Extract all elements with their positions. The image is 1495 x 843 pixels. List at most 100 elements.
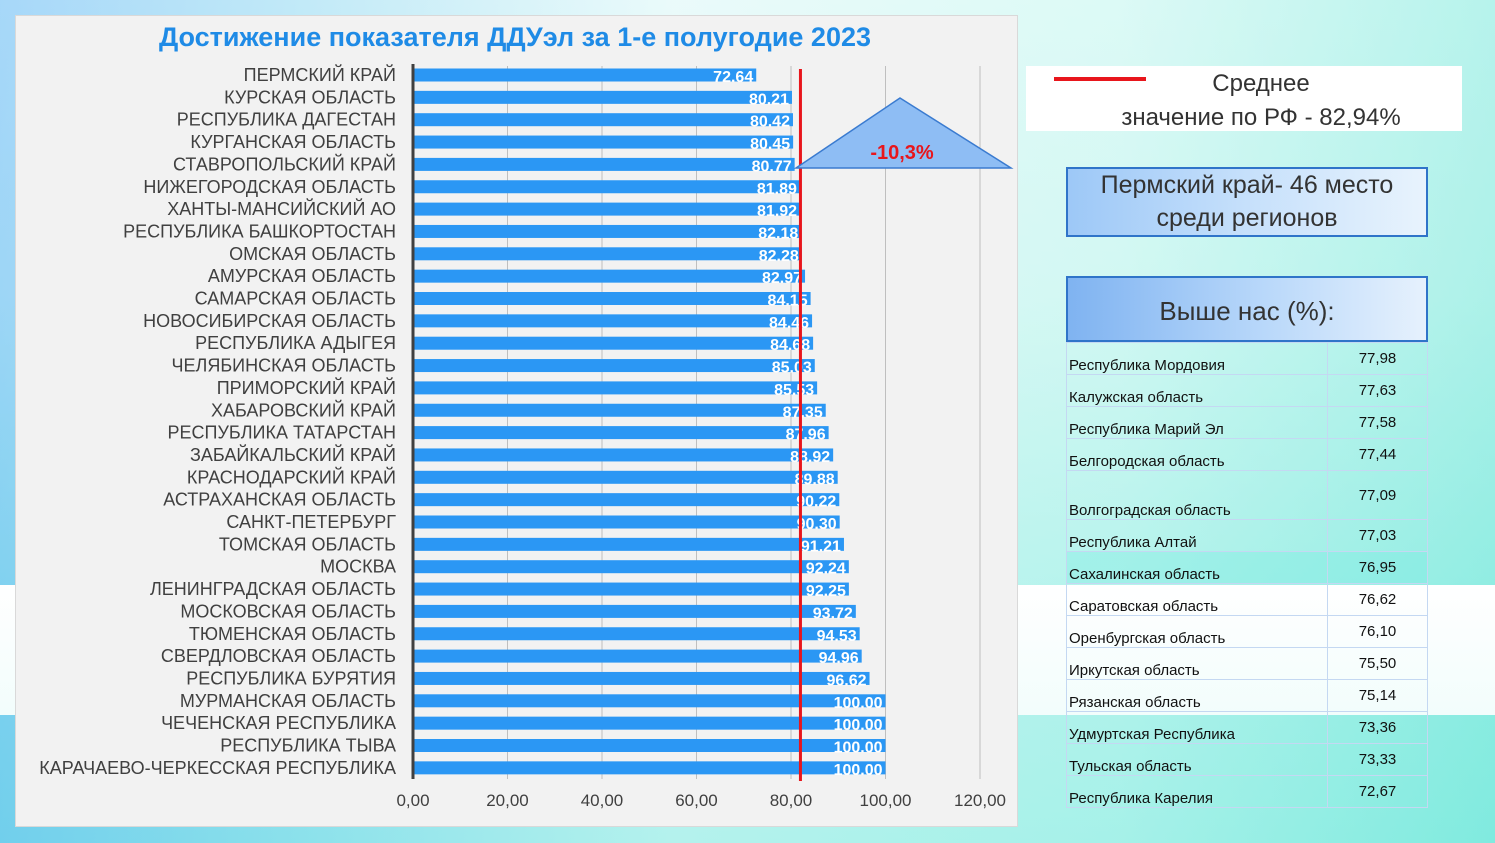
category-label: РЕСПУБЛИКА ТАТАРСТАН (168, 423, 396, 443)
category-label: ТОМСКАЯ ОБЛАСТЬ (219, 534, 396, 554)
x-tick-label: 80,00 (770, 791, 813, 810)
category-label: СВЕРДЛОВСКАЯ ОБЛАСТЬ (161, 646, 396, 666)
category-label: КАРАЧАЕВО-ЧЕРКЕССКАЯ РЕСПУБЛИКА (39, 758, 396, 778)
region-value-cell: 75,14 (1327, 679, 1428, 712)
bar (413, 381, 818, 395)
bar (413, 336, 814, 350)
x-tick-label: 120,00 (954, 791, 1006, 810)
category-label: МОСКОВСКАЯ ОБЛАСТЬ (180, 601, 396, 621)
category-label: ЧЕЧЕНСКАЯ РЕСПУБЛИКА (161, 713, 396, 733)
category-label: КУРСКАЯ ОБЛАСТЬ (224, 87, 396, 107)
above-table: Республика Мордовия 77,98 Калужская област… (1066, 342, 1428, 808)
data-label: 100.00 (834, 740, 883, 757)
legend: Среднее значение по РФ - 82,94% (1026, 66, 1462, 131)
region-name-cell: Иркутская область (1066, 647, 1328, 680)
table-row: Республика Мордовия 77,98 (1066, 342, 1428, 375)
callout-text: -10,3% (870, 142, 934, 164)
data-label: 100.00 (834, 695, 883, 712)
x-tick-label: 40,00 (581, 791, 624, 810)
data-label: 87.35 (783, 404, 823, 421)
category-label: МОСКВА (320, 557, 396, 577)
data-label: 91.21 (801, 538, 841, 555)
region-value-cell: 77,09 (1327, 470, 1428, 520)
data-label: 80.77 (752, 158, 792, 175)
category-label: ТЮМЕНСКАЯ ОБЛАСТЬ (189, 624, 396, 644)
bar (413, 426, 829, 440)
region-name-cell: Саратовская область (1066, 583, 1328, 616)
category-label: ЛЕНИНГРАДСКАЯ ОБЛАСТЬ (150, 579, 396, 599)
data-label: 84.68 (770, 337, 810, 354)
data-label: 82.97 (762, 270, 802, 287)
table-row: Республика Карелия 72,67 (1066, 775, 1428, 808)
bar (413, 314, 813, 328)
region-name-cell: Республика Карелия (1066, 775, 1328, 808)
table-row: Иркутская область 75,50 (1066, 647, 1428, 680)
bar (413, 739, 886, 752)
data-label: 88.92 (790, 449, 830, 466)
data-label: 81.89 (757, 181, 797, 198)
bar (413, 671, 870, 685)
category-label: ЗАБАЙКАЛЬСКИЙ КРАЙ (190, 444, 396, 465)
region-value-cell: 75,50 (1327, 647, 1428, 680)
region-value-cell: 73,36 (1327, 711, 1428, 744)
region-value-cell: 73,33 (1327, 743, 1428, 776)
bar (413, 537, 844, 551)
x-tick-label: 20,00 (486, 791, 529, 810)
bar (413, 582, 849, 596)
category-label: САМАРСКАЯ ОБЛАСТЬ (195, 289, 396, 309)
table-row: Тульская область 73,33 (1066, 743, 1428, 776)
data-label: 89.88 (795, 471, 835, 488)
category-label: ПЕРМСКИЙ КРАЙ (244, 64, 396, 85)
bar (413, 627, 860, 641)
data-label: 81.92 (757, 203, 797, 220)
bar (413, 90, 792, 104)
bar (413, 359, 815, 373)
bar (413, 224, 802, 238)
bar (413, 403, 826, 417)
data-label: 96.62 (826, 672, 866, 689)
category-label: РЕСПУБЛИКА ТЫВА (220, 736, 396, 756)
bar (413, 202, 801, 216)
bar (413, 515, 840, 529)
category-label: ХАБАРОВСКИЙ КРАЙ (211, 399, 396, 420)
x-tick-label: 0,00 (396, 791, 429, 810)
data-label: 100.00 (834, 717, 883, 734)
bar (413, 292, 811, 305)
bar (413, 448, 834, 462)
data-label: 82.28 (759, 248, 799, 265)
bar (413, 68, 757, 82)
table-row: Оренбургская область 76,10 (1066, 615, 1428, 648)
data-label: 93.72 (813, 605, 853, 622)
region-name-cell: Тульская область (1066, 743, 1328, 776)
region-value-cell: 77,58 (1327, 406, 1428, 439)
legend-line-swatch (1054, 77, 1146, 81)
table-row: Волгоградская область 77,09 (1066, 470, 1428, 520)
bar (413, 493, 840, 507)
region-name-cell: Калужская область (1066, 374, 1328, 407)
category-label: СТАВРОПОЛЬСКИЙ КРАЙ (173, 153, 396, 174)
region-value-cell: 77,63 (1327, 374, 1428, 407)
category-label: КУРГАНСКАЯ ОБЛАСТЬ (190, 132, 396, 152)
data-label: 94.53 (817, 628, 857, 645)
data-label: 80.42 (750, 114, 790, 131)
data-label: 100.00 (834, 762, 883, 779)
legend-text: Среднее значение по РФ - 82,94% (1121, 70, 1401, 131)
category-label: ХАНТЫ-МАНСИЙСКИЙ АО (167, 198, 396, 219)
bar (413, 761, 886, 775)
rank-box: Пермский край- 46 место среди регионов (1066, 167, 1428, 237)
region-value-cell: 77,03 (1327, 519, 1428, 552)
table-row: Белгородская область 77,44 (1066, 438, 1428, 471)
region-value-cell: 72,67 (1327, 775, 1428, 808)
category-label: РЕСПУБЛИКА БАШКОРТОСТАН (123, 221, 396, 241)
data-label: 80.21 (749, 91, 789, 108)
table-row: Сахалинская область 76,95 (1066, 551, 1428, 584)
region-value-cell: 76,95 (1327, 551, 1428, 584)
bar (413, 560, 849, 574)
data-label: 90.22 (796, 494, 836, 511)
bar (413, 247, 802, 261)
table-row: Удмуртская Республика 73,36 (1066, 711, 1428, 744)
bar (413, 716, 886, 730)
region-name-cell: Республика Мордовия (1066, 342, 1328, 375)
above-table-header: Выше нас (%): (1066, 276, 1428, 342)
bar (413, 470, 838, 484)
